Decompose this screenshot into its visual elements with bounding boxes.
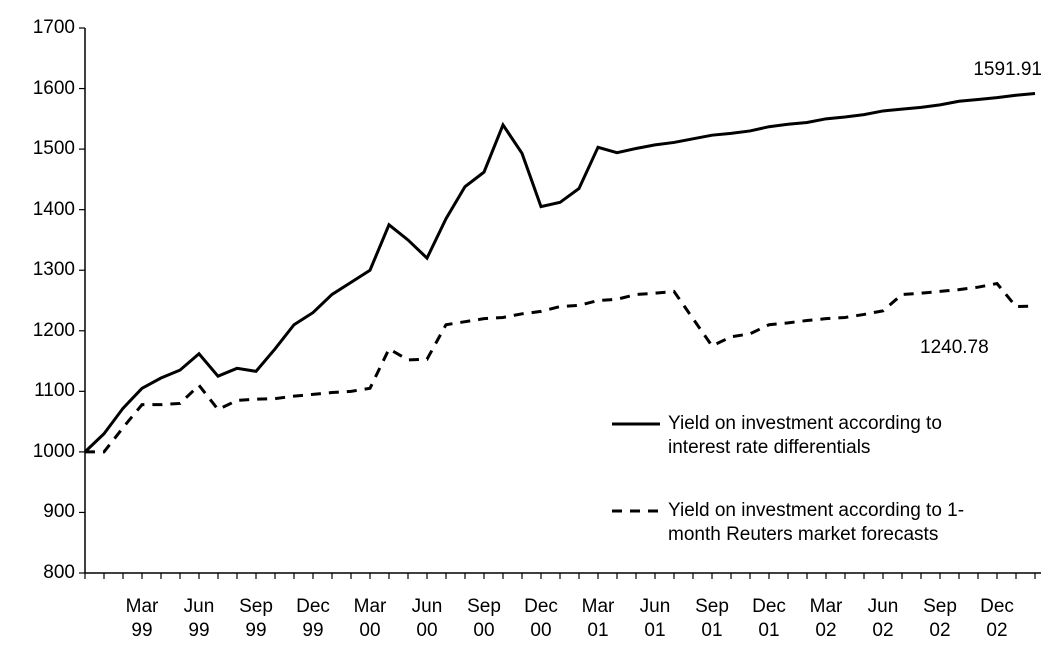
y-tick-label: 1700 <box>32 17 75 38</box>
x-tick-label: Sep 00 <box>467 596 501 641</box>
y-tick-label: 1600 <box>32 77 75 99</box>
x-tick-label: Jun 00 <box>411 596 443 641</box>
x-tick-label: Sep 99 <box>239 596 273 641</box>
annotation: 1240.78 <box>920 337 989 358</box>
x-tick-label: Jun 01 <box>639 596 671 641</box>
y-tick-label: 1000 <box>32 440 75 462</box>
x-tick-label: Mar 99 <box>125 596 159 641</box>
x-tick-label: Dec 02 <box>980 596 1014 641</box>
legend-label: Yield on investment according to interes… <box>668 413 942 458</box>
x-tick-label: Sep 01 <box>695 596 729 641</box>
x-tick-label: Dec 00 <box>524 596 558 641</box>
legend-label: Yield on investment according to 1- mont… <box>668 500 965 545</box>
series-line <box>83 91 1036 453</box>
x-tick-label: Sep 02 <box>923 596 957 641</box>
x-tick-label: Jun 02 <box>867 596 899 641</box>
x-tick-label: Mar 00 <box>353 596 387 641</box>
x-tick-label: Mar 01 <box>581 596 615 641</box>
x-tick-label: Dec 01 <box>752 596 786 641</box>
y-tick-label: 900 <box>43 501 75 523</box>
y-tick-label: 1400 <box>32 198 75 220</box>
annotation: 1591.91 <box>973 59 1042 80</box>
y-tick-label: 800 <box>43 562 75 583</box>
y-tick-label: 1100 <box>34 380 75 402</box>
y-tick-label: 1200 <box>32 319 75 341</box>
y-tick-label: 1500 <box>32 138 75 160</box>
series-line <box>85 281 1036 454</box>
x-tick-label: Mar 02 <box>809 596 843 641</box>
y-tick-label: 1300 <box>32 259 75 281</box>
x-tick-label: Jun 99 <box>183 596 215 641</box>
x-tick-label: Dec 99 <box>296 596 330 641</box>
